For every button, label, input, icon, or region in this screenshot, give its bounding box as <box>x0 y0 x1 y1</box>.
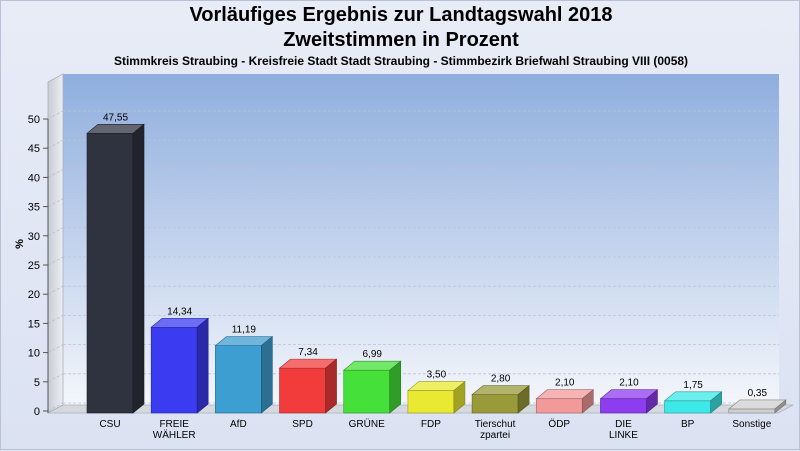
y-tick-label: 30 <box>28 231 40 243</box>
y-tick-label: 5 <box>34 377 40 389</box>
data-label: 7,34 <box>298 347 318 358</box>
bar <box>279 367 326 414</box>
x-tick-label: GRÜNE <box>349 418 385 430</box>
x-tick-label: Sonstige <box>732 419 771 430</box>
y-tick-label: 25 <box>28 260 40 272</box>
y-tick-label: 0 <box>34 406 40 418</box>
y-tick-label: 15 <box>28 318 40 330</box>
bar-side <box>389 360 402 414</box>
gridline-side <box>47 344 64 353</box>
bar <box>728 408 776 414</box>
gridline-side <box>47 169 64 178</box>
data-label: 14,34 <box>167 306 192 317</box>
bar-side <box>132 123 145 414</box>
chart-subtitle: Zweitstimmen in Prozent <box>283 29 519 51</box>
bar <box>471 394 519 414</box>
bar <box>664 400 711 414</box>
chart-region-subtitle: Stimmkreis Straubing - Kreisfreie Stadt … <box>113 54 689 68</box>
gridline-side <box>47 139 64 149</box>
bar <box>215 345 262 414</box>
data-label: 2,80 <box>491 374 511 385</box>
y-tick-label: 10 <box>28 348 40 360</box>
gridline-side <box>47 227 64 237</box>
x-tick-label: CSU <box>99 419 120 430</box>
bar-side <box>646 389 658 414</box>
y-tick-label: 50 <box>28 114 40 126</box>
x-tick-label: LINKE <box>609 430 638 441</box>
chart-title: Vorläufiges Ergebnis zur Landtagswahl 20… <box>189 4 613 26</box>
x-tick-label: ÖDP <box>548 418 570 430</box>
y-tick-label: 35 <box>28 202 40 214</box>
data-label: 2,10 <box>619 378 639 389</box>
x-tick-label: BP <box>681 419 695 430</box>
bar <box>407 390 455 414</box>
data-label: 6,99 <box>362 349 382 360</box>
bar-side <box>325 358 337 414</box>
bar <box>535 398 583 414</box>
bar-side <box>517 385 530 414</box>
left-wall <box>47 73 64 414</box>
bar <box>86 133 134 414</box>
x-tick-label: DIE <box>615 419 632 430</box>
data-label: 1,75 <box>683 380 703 391</box>
x-tick-label: WÄHLER <box>153 429 196 441</box>
data-label: 11,19 <box>232 325 257 336</box>
gridline-side <box>47 256 64 266</box>
x-tick-label: FDP <box>421 419 441 430</box>
bar <box>343 369 391 414</box>
gridline-side <box>47 198 64 207</box>
bar-side <box>710 391 722 414</box>
x-tick-label: FREIE <box>159 419 189 430</box>
gridline-side <box>47 315 64 324</box>
gridline-side <box>47 402 64 412</box>
gridline-side <box>47 110 64 120</box>
data-label: 47,55 <box>103 112 128 123</box>
bar <box>600 398 647 414</box>
bar-side <box>261 336 273 414</box>
y-axis-label: % <box>14 239 26 249</box>
data-label: 2,10 <box>555 378 575 389</box>
data-label: 0,35 <box>748 388 768 399</box>
y-tick-label: 20 <box>28 289 40 301</box>
x-tick-label: AfD <box>230 419 247 430</box>
data-label: 3,50 <box>427 370 447 381</box>
bar-side <box>581 389 594 414</box>
x-tick-label: Tierschut <box>475 419 516 430</box>
x-tick-label: zpartei <box>480 430 510 441</box>
gridline-side <box>47 285 64 295</box>
bar-side <box>774 399 787 414</box>
gridline-side <box>47 373 64 383</box>
x-tick-label: SPD <box>292 419 313 430</box>
bar-side <box>453 380 466 414</box>
y-tick-label: 45 <box>28 143 40 155</box>
bar <box>150 326 198 414</box>
y-tick-label: 40 <box>28 172 40 184</box>
bar-side <box>196 317 209 414</box>
